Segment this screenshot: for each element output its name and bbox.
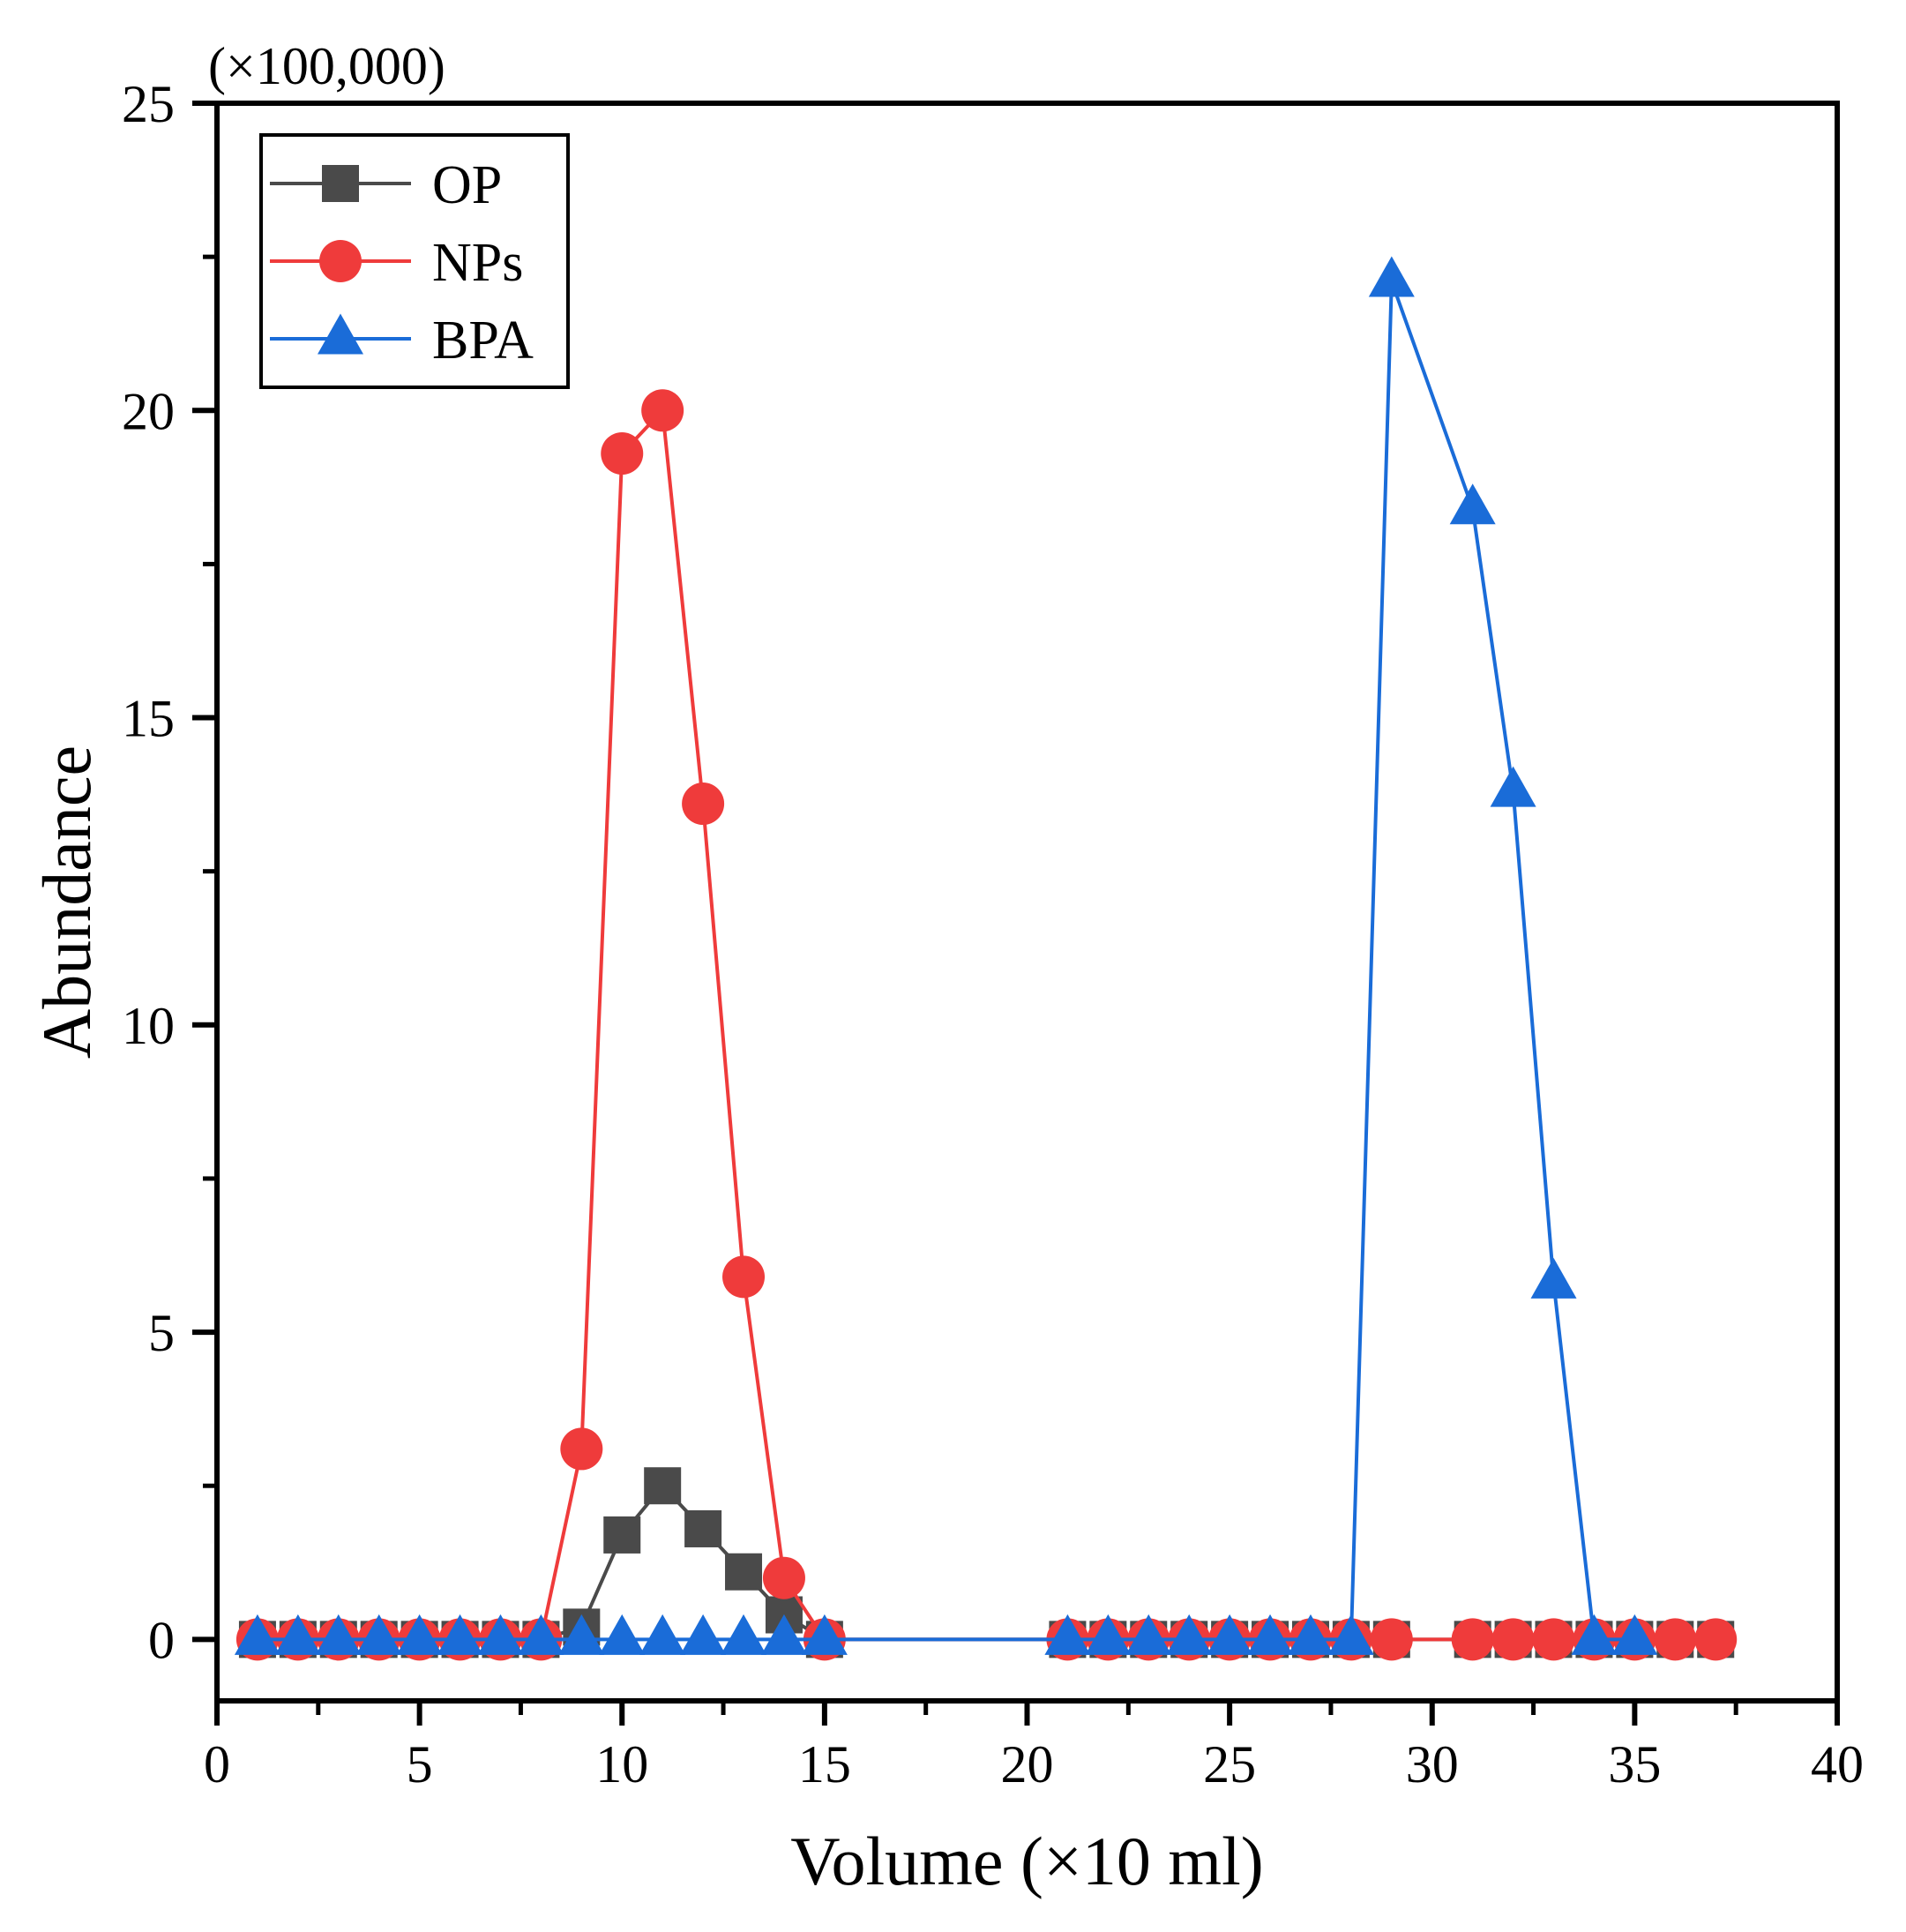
point-bpa	[1287, 1614, 1334, 1655]
point-nps	[1532, 1618, 1575, 1661]
point-bpa	[1368, 256, 1415, 297]
legend-marker-op	[322, 165, 359, 202]
series-bpa	[234, 256, 1658, 1655]
point-nps	[722, 1255, 766, 1299]
y-axis-title: Abundance	[28, 745, 105, 1059]
point-op	[603, 1516, 641, 1554]
point-bpa	[274, 1614, 321, 1655]
point-bpa	[1530, 1257, 1577, 1299]
y-tick-label: 15	[122, 690, 175, 748]
point-bpa	[518, 1614, 564, 1655]
point-nps	[682, 783, 725, 826]
point-bpa	[1207, 1614, 1253, 1655]
point-bpa	[234, 1614, 280, 1655]
point-op	[644, 1467, 682, 1505]
series-line-nps	[257, 406, 1716, 1642]
legend-marker-bpa	[318, 313, 363, 355]
point-bpa	[599, 1614, 646, 1655]
point-bpa	[1490, 766, 1536, 807]
y-tick-label: 0	[148, 1611, 175, 1669]
legend-label-op: OP	[432, 155, 502, 215]
x-tick-label: 30	[1406, 1735, 1459, 1793]
legend-label-nps: NPs	[432, 233, 523, 293]
point-op	[725, 1553, 763, 1591]
x-tick-label: 10	[595, 1735, 648, 1793]
point-nps	[601, 432, 644, 476]
point-bpa	[558, 1614, 605, 1655]
point-bpa	[760, 1614, 807, 1655]
point-nps	[1451, 1618, 1494, 1661]
x-tick-label: 25	[1203, 1735, 1256, 1793]
point-bpa	[355, 1614, 402, 1655]
x-tick-label: 20	[1001, 1735, 1054, 1793]
y-tick-label: 5	[148, 1304, 175, 1362]
point-bpa	[315, 1614, 362, 1655]
point-nps	[1370, 1618, 1413, 1661]
y-axis: 0 5 10 15 20 25	[122, 75, 217, 1669]
point-bpa	[477, 1614, 524, 1655]
point-nps	[1654, 1618, 1697, 1661]
point-bpa	[1085, 1614, 1132, 1655]
point-bpa	[680, 1614, 727, 1655]
series-layer	[234, 256, 1738, 1661]
x-tick-label: 5	[407, 1735, 433, 1793]
point-nps	[762, 1556, 805, 1599]
point-bpa	[1571, 1614, 1618, 1655]
legend-label-bpa: BPA	[432, 311, 534, 371]
point-op	[684, 1509, 722, 1547]
point-bpa	[1247, 1614, 1294, 1655]
point-nps	[641, 389, 684, 432]
x-tick-label: 35	[1608, 1735, 1661, 1793]
y-axis-multiplier: (×100,000)	[208, 37, 445, 95]
series-line-bpa	[257, 281, 1635, 1642]
x-axis-title: Volume (×10 ml)	[790, 1823, 1264, 1899]
x-tick-label: 15	[798, 1735, 851, 1793]
legend-marker-nps	[319, 240, 362, 282]
point-nps	[560, 1427, 603, 1471]
x-tick-label: 0	[204, 1735, 230, 1793]
point-bpa	[1166, 1614, 1213, 1655]
y-tick-label: 20	[122, 382, 175, 440]
point-bpa	[1125, 1614, 1172, 1655]
point-bpa	[1449, 483, 1496, 525]
point-bpa	[1611, 1614, 1658, 1655]
point-nps	[1491, 1618, 1535, 1661]
y-tick-label: 10	[122, 997, 175, 1055]
x-tick-label: 40	[1811, 1735, 1864, 1793]
point-bpa	[1044, 1614, 1091, 1655]
point-bpa	[437, 1614, 483, 1655]
point-bpa	[1327, 1614, 1374, 1655]
series-line-op	[257, 1483, 1716, 1642]
x-axis: 0 5 10 15 20 25 30 35 40	[204, 1701, 1864, 1793]
point-nps	[1694, 1618, 1738, 1661]
legend: OP NPs BPA	[259, 133, 570, 389]
series-nps	[235, 389, 1738, 1661]
point-bpa	[721, 1614, 767, 1655]
point-bpa	[396, 1614, 443, 1655]
point-bpa	[801, 1614, 848, 1655]
point-bpa	[639, 1614, 686, 1655]
y-tick-label: 25	[122, 75, 175, 133]
